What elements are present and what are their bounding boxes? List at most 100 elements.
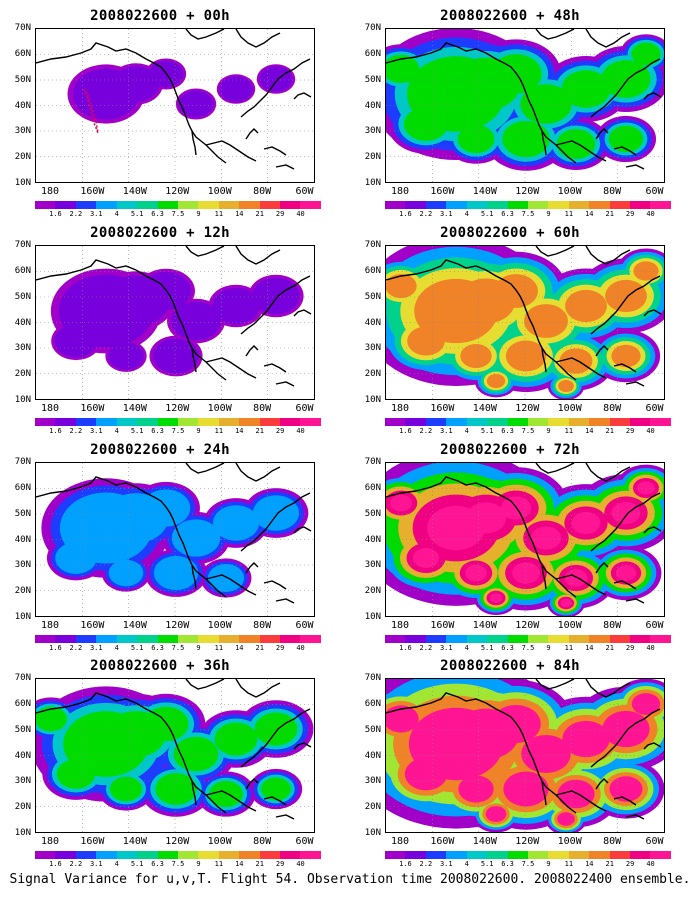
variance-contour xyxy=(407,326,445,356)
latitude-label: 10N xyxy=(14,395,31,405)
colorbar xyxy=(35,418,321,426)
variance-contour xyxy=(486,373,506,389)
coastline xyxy=(235,29,281,48)
panel-title: 2008022600 + 72h xyxy=(440,442,580,458)
latitude-label: 40N xyxy=(14,100,31,111)
colorbar-label: 1.6 xyxy=(49,860,62,868)
panel-title: 2008022600 + 00h xyxy=(90,8,230,24)
colorbar-label: 40 xyxy=(646,427,655,435)
colorbar-swatch xyxy=(507,851,528,859)
coastline xyxy=(643,92,662,100)
panel-title: 2008022600 + 24h xyxy=(90,442,230,458)
colorbar-swatch xyxy=(527,635,549,643)
latitude-label: 40N xyxy=(364,534,381,545)
coastline xyxy=(263,363,287,373)
colorbar-swatch xyxy=(75,201,97,209)
colorbar-label: 1.6 xyxy=(49,210,62,218)
coastline xyxy=(240,275,311,335)
latitude-label: 20N xyxy=(364,369,381,380)
longitude-label: 180 xyxy=(40,186,60,197)
panel-title: 2008022600 + 84h xyxy=(440,658,580,674)
latitude-label: 50N xyxy=(364,74,381,85)
colorbar-label: 3.1 xyxy=(439,644,453,652)
colorbar-swatch xyxy=(589,635,610,643)
latitude-label: 30N xyxy=(364,126,381,137)
longitude-label: 160W xyxy=(430,620,455,631)
coastline xyxy=(191,564,197,590)
colorbar-swatch xyxy=(446,201,467,209)
latitude-label: 30N xyxy=(14,343,31,354)
variance-contour xyxy=(386,273,417,299)
variance-contour xyxy=(465,564,487,582)
colorbar-swatch xyxy=(630,635,651,643)
coastline xyxy=(585,29,631,48)
colorbar xyxy=(35,201,321,209)
colorbar-swatch xyxy=(548,635,569,643)
colorbar-swatch xyxy=(116,418,138,426)
colorbar-swatch xyxy=(218,418,240,426)
colorbar-swatch xyxy=(96,418,117,426)
colorbar-label: 1.6 xyxy=(399,644,412,652)
coastline xyxy=(595,345,609,357)
variance-contour xyxy=(560,598,572,608)
colorbar-label: 2.2 xyxy=(69,860,83,868)
coastline xyxy=(245,562,259,574)
colorbar-label: 6.3 xyxy=(501,427,514,435)
colorbar-swatch xyxy=(446,418,467,426)
coastline xyxy=(293,742,312,750)
variance-contour xyxy=(252,277,300,315)
colorbar-label: 4 xyxy=(464,644,469,652)
colorbar xyxy=(385,201,671,209)
variance-contour xyxy=(489,808,503,820)
longitude-label: 140W xyxy=(122,403,147,414)
coastline xyxy=(590,275,661,335)
colorbar-label: 11 xyxy=(214,210,224,218)
latitude-label: 70N xyxy=(364,240,381,250)
colorbar-swatch xyxy=(198,851,219,859)
colorbar-swatch xyxy=(405,418,426,426)
coastline xyxy=(185,679,225,690)
colorbar-swatch xyxy=(300,201,321,209)
colorbar-swatch xyxy=(405,635,426,643)
variance-contour xyxy=(112,66,160,102)
colorbar-label: 29 xyxy=(275,860,285,868)
colorbar-swatch xyxy=(300,635,321,643)
map-panel: 2008022600 + 48h 70N 60N 50N 40N 30N 20N 10N 180… xyxy=(355,8,671,218)
colorbar-swatch xyxy=(137,635,158,643)
variance-contour xyxy=(465,502,507,534)
colorbar-label: 3.1 xyxy=(439,427,453,435)
colorbar-swatch xyxy=(280,201,301,209)
colorbar-swatch xyxy=(137,418,158,426)
longitude-label: 160W xyxy=(430,836,455,847)
colorbar-swatch xyxy=(218,635,240,643)
coastline xyxy=(535,246,575,257)
coastline xyxy=(263,796,287,806)
colorbar-swatch xyxy=(239,201,260,209)
colorbar-swatch xyxy=(548,201,569,209)
colorbar-label: 2.2 xyxy=(69,644,83,652)
variance-map xyxy=(385,245,665,400)
latitude-label: 10N xyxy=(364,828,381,838)
longitude-label: 80W xyxy=(253,836,272,847)
variance-contour xyxy=(601,60,651,98)
coastline xyxy=(613,363,637,373)
colorbar-label: 11 xyxy=(564,860,574,868)
variance-contour xyxy=(631,42,661,66)
colorbar-label: 7.5 xyxy=(171,210,185,218)
colorbar-swatch xyxy=(198,418,219,426)
variance-contour xyxy=(611,501,641,525)
colorbar-label: 2.2 xyxy=(419,860,433,868)
colorbar-label: 4 xyxy=(464,427,469,435)
longitude-label: 140W xyxy=(472,836,497,847)
variance-contour xyxy=(564,569,588,587)
variance-contour xyxy=(36,706,68,732)
colorbar-label: 14 xyxy=(585,644,594,652)
variance-map xyxy=(35,245,315,400)
coastline xyxy=(541,130,547,156)
colorbar-label: 3.1 xyxy=(439,210,453,218)
colorbar-label: 11 xyxy=(214,427,224,435)
colorbar-swatch xyxy=(507,635,528,643)
longitude-label: 60W xyxy=(645,620,664,631)
latitude-label: 20N xyxy=(14,152,31,163)
colorbar-label: 40 xyxy=(296,860,305,868)
